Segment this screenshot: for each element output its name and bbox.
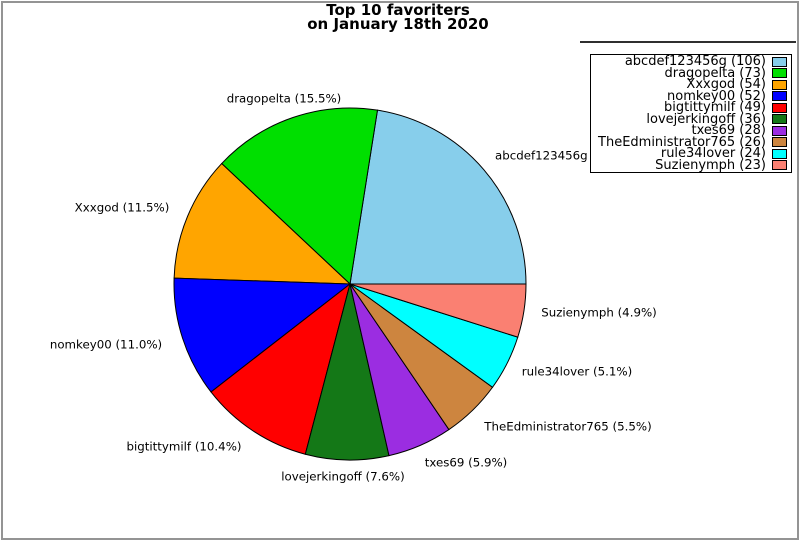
legend-item-bigtittymilf: bigtittymilf (49): [595, 100, 787, 115]
legend-item-abcdef123456g: abcdef123456g (106): [595, 54, 787, 69]
chart-title-line1: Top 10 favoriters: [326, 1, 470, 19]
legend-item-TheEdministrator765: TheEdministrator765 (26): [595, 134, 787, 150]
slice-label-bigtittymilf: bigtittymilf (10.4%): [126, 439, 242, 454]
legend-label: lovejerkingoff (36): [646, 111, 766, 127]
legend-label: txes69 (28): [691, 123, 766, 138]
slice-label-dragopelta: dragopelta (15.5%): [226, 91, 342, 106]
pie-slice-bigtittymilf: [210, 282, 351, 455]
pie-slice-nomkey00: [173, 277, 352, 393]
legend-item-nomkey00: nomkey00 (52): [595, 88, 787, 104]
pie-slice-Xxxgod: [173, 162, 352, 285]
legend-label: rule34lover (24): [660, 146, 766, 161]
slice-label-Xxxgod: Xxxgod (11.5%): [74, 200, 170, 215]
legend-swatch: [772, 160, 787, 171]
slice-label-TheEdministrator765: TheEdministrator765 (5.5%): [484, 419, 652, 434]
legend-outer-rule: [580, 41, 796, 43]
legend-swatch: [772, 79, 787, 90]
legend-swatch: [772, 56, 787, 67]
legend: abcdef123456g (106) dragopelta (73) Xxxgod…: [590, 54, 792, 173]
slice-label-Suzienymph: Suzienymph (4.9%): [541, 305, 657, 320]
slice-label-lovejerkingoff: lovejerkingoff (7.6%): [281, 469, 405, 484]
chart-title: Top 10 favoriters on January 18th 2020: [0, 1, 796, 33]
slice-label-txes69: txes69 (5.9%): [424, 455, 508, 470]
pie-slice-dragopelta: [220, 107, 379, 286]
legend-swatch: [772, 68, 787, 79]
legend-label: Xxxgod (54): [686, 77, 766, 92]
legend-item-Xxxgod: Xxxgod (54): [595, 77, 787, 92]
legend-swatch: [772, 137, 787, 148]
legend-label: TheEdministrator765 (26): [598, 134, 766, 150]
legend-item-Suzienymph: Suzienymph (23): [595, 157, 787, 173]
chart-title-line2: on January 18th 2020: [307, 15, 489, 33]
slice-label-nomkey00: nomkey00 (11.0%): [49, 337, 163, 352]
legend-swatch: [772, 91, 787, 102]
legend-item-rule34lover: rule34lover (24): [595, 146, 787, 161]
pie-slice-Suzienymph: [349, 283, 527, 338]
legend-swatch: [772, 125, 787, 136]
legend-swatch: [772, 114, 787, 125]
legend-item-txes69: txes69 (28): [595, 123, 787, 138]
legend-swatch: [772, 148, 787, 159]
legend-label: nomkey00 (52): [667, 88, 766, 104]
legend-label: abcdef123456g (106): [624, 54, 766, 69]
pie-slice-abcdef123456g: [349, 109, 527, 285]
legend-item-dragopelta: dragopelta (73): [595, 65, 787, 81]
legend-label: dragopelta (73): [664, 65, 766, 81]
legend-label: Suzienymph (23): [655, 157, 766, 173]
legend-item-lovejerkingoff: lovejerkingoff (36): [595, 111, 787, 127]
slice-label-abcdef123456g: abcdef123456g: [495, 148, 588, 163]
legend-swatch: [772, 102, 787, 113]
slice-label-rule34lover: rule34lover (5.1%): [521, 364, 633, 379]
pie-wedges: [173, 107, 527, 461]
legend-label: bigtittymilf (49): [664, 100, 766, 115]
